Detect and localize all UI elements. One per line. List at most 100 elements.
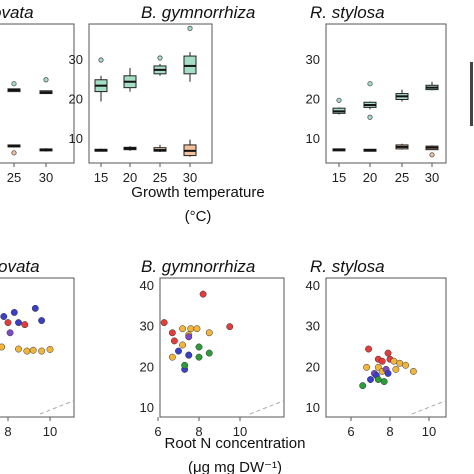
scatter-point [193,325,201,333]
y-tick-label: 40 [306,278,320,293]
plot-frame [0,23,75,164]
x-tick-label: 10 [43,424,57,439]
y-tick-label: 10 [69,131,83,146]
y-tick-label: 10 [306,131,320,146]
box-outlier [187,25,193,31]
scatter-point [38,317,46,325]
reference-line [39,400,74,415]
y-tick-label: 20 [306,359,320,374]
scatter-point [199,290,207,298]
y-tick-label: 20 [306,92,320,107]
panel-title: R. stylosa [310,257,385,276]
scatter-point [168,329,176,337]
scatter-point [367,376,374,383]
scatter-point [392,365,400,373]
scatter-point [205,329,213,337]
scatter-point [195,353,203,361]
scatter-point [31,304,39,312]
x-axis-unit: (μg mg DW⁻¹) [188,459,282,474]
scatter-point [384,369,392,377]
scatter-point [170,337,178,345]
plot-frame [88,23,213,164]
y-tick-label: 30 [306,52,320,67]
panel-title: B. gymnorrhiza [141,257,255,276]
scatter-point [175,347,182,355]
box-outlier [367,114,373,120]
scatter-point [187,325,195,333]
box-outlier [367,81,373,87]
scatter-point [402,361,410,369]
x-tick-label: 20 [363,170,377,185]
box-outlier [43,77,49,83]
y-tick-label: 30 [306,319,320,334]
scatter-point [15,345,22,353]
y-tick-label: 10 [306,400,320,415]
scatter-point [396,359,404,367]
scatter-point [181,361,189,369]
x-tick-label: 30 [183,170,197,185]
x-tick-label: 15 [332,170,346,185]
scatter-point [15,319,22,327]
scatter-point [10,308,18,316]
y-tick-label: 30 [69,52,83,67]
x-tick-label: 10 [233,424,247,439]
plot-frame [0,277,75,418]
y-tick-label: 10 [140,400,154,415]
scatter-point [378,357,386,365]
x-tick-label: 8 [195,424,202,439]
y-tick-label: 30 [140,319,154,334]
panel-title: R. stylosa [310,3,385,22]
scatter-point [21,321,29,329]
x-axis-title: Root N concentration [165,435,306,452]
x-tick-label: 25 [395,170,409,185]
scatter-point [185,333,193,341]
scatter-point [205,349,213,357]
reference-line [249,400,284,415]
scatter-point [38,347,46,355]
scatter-point [384,349,392,357]
plot-frame [325,277,447,418]
scatter-point [6,329,14,337]
x-axis-title: Growth temperature [131,184,264,201]
scatter-point [390,357,398,365]
panel-title: ovata [0,257,40,276]
x-tick-label: 20 [123,170,137,185]
y-tick-label: 20 [69,92,83,107]
scatter-point [0,343,6,351]
panel-title: ovata [0,3,34,22]
plot-frame [159,277,285,418]
box-outlier [429,152,435,158]
x-tick-label: 8 [4,424,11,439]
scatter-point [195,343,203,351]
scatter-point [46,345,54,353]
x-tick-label: 6 [347,424,354,439]
x-axis-unit: (°C) [185,208,212,225]
scatter-point [29,346,37,354]
scatter-point [0,313,8,320]
x-tick-label: 25 [153,170,167,185]
legend-fragment [470,62,473,126]
scatter-point [359,382,367,390]
scatter-point [226,323,234,331]
scatter-point [23,347,31,355]
box-outlier [11,81,17,87]
box-outlier [336,97,342,103]
scatter-point [179,341,187,349]
box-outlier [157,55,163,61]
x-tick-label: 30 [39,170,53,185]
y-tick-label: 40 [140,278,154,293]
x-tick-label: 30 [425,170,439,185]
x-tick-label: 15 [94,170,108,185]
x-tick-label: 6 [154,424,161,439]
scatter-point [4,319,12,327]
scatter-point [374,376,382,383]
scatter-point [380,378,388,386]
plot-frame [325,23,447,164]
reference-line [411,400,446,415]
scatter-point [185,351,193,359]
scatter-point [365,345,372,353]
x-tick-label: 8 [386,424,393,439]
scatter-point [179,325,187,333]
scatter-point [168,353,176,361]
